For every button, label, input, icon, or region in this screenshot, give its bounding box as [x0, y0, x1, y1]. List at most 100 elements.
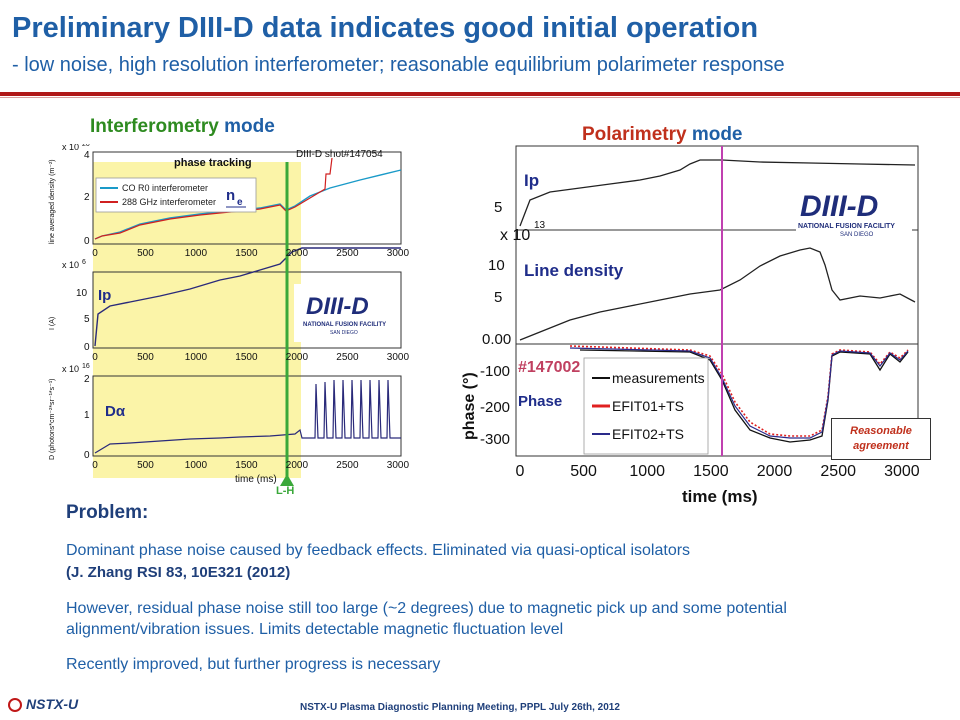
legend-measurements-label: measurements [612, 370, 705, 386]
xtick-label: 500 [137, 460, 154, 471]
diiid-logo: DIII-D NATIONAL FUSION FACILITY SAN DIEG… [294, 284, 398, 342]
xtick-label: 2500 [336, 352, 359, 363]
xtick-label: 1000 [185, 460, 208, 471]
xtick-label: 500 [137, 248, 154, 259]
logo-background [294, 284, 398, 342]
phase-frame [515, 343, 919, 457]
measurements-trace [579, 349, 909, 443]
ip-exponent-value: 6 [82, 259, 86, 266]
xtick-label: 500 [570, 463, 597, 480]
xtick-label: 1500 [235, 460, 258, 471]
logo-small-text: NATIONAL FUSION FACILITY [303, 322, 386, 328]
density-xticks: 0 500 1000 1500 2000 2500 3000 [92, 248, 409, 259]
ytick: 2 [84, 374, 90, 385]
ytick: 0 [84, 450, 90, 461]
ip-xticks: 0 500 1000 1500 2000 2500 3000 [92, 352, 409, 363]
dalpha-label: Dα [105, 403, 126, 420]
polarimetry-mode-label: Polarimetry mode [582, 124, 743, 146]
xtick-label: 3000 [387, 460, 410, 471]
ytick: 4 [84, 150, 90, 161]
density-subplot-frame [92, 151, 402, 245]
ytick: 1 [84, 410, 90, 421]
ip-trace [94, 247, 401, 347]
lh-label: L-H [276, 485, 294, 496]
ytick: -300 [480, 431, 510, 448]
pol-phase-label: Phase [518, 393, 562, 410]
pol-line-density-trace [519, 247, 916, 341]
xtick-label: 0 [92, 248, 98, 259]
nstx-logo-icon [8, 698, 22, 713]
xtick-label: 1000 [629, 463, 665, 480]
interferometry-shot-label: DIII-D shot#147054 [296, 149, 383, 160]
polarimetry-word: Polarimetry [582, 124, 687, 145]
ip-label: Ip [98, 287, 111, 304]
density-ylabel: line averaged density (m⁻²) [49, 159, 56, 244]
problem-paragraph-3: Recently improved, but further progress … [66, 656, 441, 673]
nstx-logo-text: NSTX-U [26, 696, 79, 712]
header-divider-shadow [0, 97, 960, 98]
xtick-label: 1500 [693, 463, 729, 480]
ytick: 5 [494, 199, 502, 216]
xtick-label: 2000 [286, 248, 309, 259]
xtick-label: 0 [92, 460, 98, 471]
xtick-label: 500 [137, 352, 154, 363]
ytick: 0 [84, 236, 90, 247]
ytick: 5 [84, 314, 90, 325]
pol-exponent-base: x 10 [500, 227, 530, 244]
pol-shot-label: #147002 [518, 359, 580, 376]
lh-arrow-icon [280, 474, 294, 486]
ip-ylabel: I (A) [49, 317, 56, 330]
page-subtitle: - low noise, high resolution interferome… [12, 54, 785, 76]
interferometry-xlabel: time (ms) [235, 474, 277, 485]
xtick-label: 2000 [286, 352, 309, 363]
xtick-label: 3000 [387, 248, 410, 259]
interferometry-figure: L-H CO R0 interferometer 288 GHz interfe… [49, 144, 409, 496]
interferometry-mode-label: Interferometry mode [90, 116, 275, 138]
dalpha-xticks: 0 500 1000 1500 2000 2500 3000 [92, 460, 409, 471]
diiid-logo: DIII-D NATIONAL FUSION FACILITY SAN DIEG… [796, 170, 912, 240]
density-exponent-value: 20 [82, 144, 90, 148]
dalpha-ylabel: D (photons*cm⁻²*sr⁻¹*s⁻¹) [49, 379, 56, 460]
interferometry-mode-word: mode [224, 116, 275, 137]
reasonable-agreement-badge: Reasonable agreement [831, 418, 931, 460]
polarimetry-figure: measurements EFIT01+TS EFIT02+TS #147002… [461, 145, 920, 506]
dalpha-exponent-value: 16 [82, 363, 90, 370]
xtick-label: 2000 [757, 463, 793, 480]
ghz-interferometer-trace [94, 157, 333, 240]
interferometry-word: Interferometry [90, 116, 219, 137]
problem-title: Problem: [66, 502, 149, 523]
problem-paragraph-1: Dominant phase noise caused by feedback … [66, 542, 691, 559]
ytick: 10 [76, 288, 88, 299]
header-divider [0, 92, 960, 96]
dalpha-exponent-base: x 10 [62, 364, 79, 374]
interferometry-legend [95, 177, 257, 213]
pol-ylabel: phase (°) [461, 372, 478, 440]
legend-co2-label: CO R0 interferometer [122, 183, 208, 193]
xtick-label: 1000 [185, 352, 208, 363]
ytick: 0.00 [482, 331, 511, 348]
logo-small-text: NATIONAL FUSION FACILITY [798, 223, 895, 230]
xtick-label: 2000 [286, 460, 309, 471]
efit02-trace [569, 347, 909, 439]
footer-text: NSTX-U Plasma Diagnostic Planning Meetin… [300, 702, 620, 713]
nstx-logo: NSTX-U [8, 696, 79, 713]
xtick-label: 2500 [336, 248, 359, 259]
ytick: 0 [84, 342, 90, 353]
ne-subscript: e [237, 197, 243, 208]
ytick: -200 [480, 399, 510, 416]
pol-exponent-value: 13 [534, 220, 546, 231]
xtick-label: 2500 [336, 460, 359, 471]
efit01-trace [569, 345, 909, 437]
ip-exponent-base: x 10 [62, 260, 79, 270]
page-title: Preliminary DIII-D data indicates good i… [12, 12, 759, 44]
legend-ghz-label: 288 GHz interferometer [122, 197, 216, 207]
ytick: 5 [494, 289, 502, 306]
phase-tracking-label: phase tracking [174, 157, 252, 169]
xtick-label: 1500 [235, 248, 258, 259]
legend-efit02-label: EFIT02+TS [612, 426, 684, 442]
logo-city-text: SAN DIEGO [840, 232, 874, 238]
pol-ip-trace [519, 159, 916, 227]
logo-city-text: SAN DIEGO [330, 330, 358, 336]
problem-reference: (J. Zhang RSI 83, 10E321 (2012) [66, 564, 291, 581]
pol-ip-label: Ip [524, 171, 539, 190]
